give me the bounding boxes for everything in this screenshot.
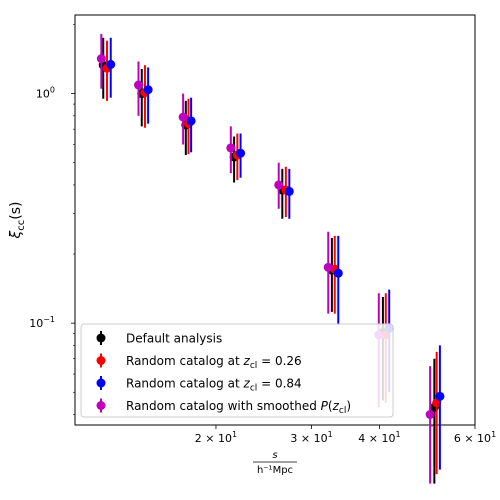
x-tick-base: 6 × 10 <box>454 432 491 445</box>
x-tick-exponent: 1 <box>395 430 400 439</box>
y-axis-label: ξcc(s) <box>8 201 27 239</box>
data-point <box>143 85 153 95</box>
legend-label-part: cl <box>250 361 257 371</box>
x-tick-label: 3 × 101 <box>290 430 332 445</box>
data-point <box>435 391 445 401</box>
data-point <box>186 116 196 126</box>
data-point <box>323 262 333 272</box>
legend-label-part: = 0.26 <box>257 354 301 368</box>
y-axis-label-subscript: cc <box>16 220 27 231</box>
legend-label-part: cl <box>250 384 257 394</box>
legend-item: Random catalog at zcl = 0.84 <box>96 376 302 394</box>
x-axis-label-denominator: h⁻¹Mpc <box>257 465 293 476</box>
legend-label-part: z <box>243 377 251 391</box>
y-tick-base: 10 <box>29 317 43 330</box>
legend-marker <box>96 356 106 365</box>
legend-item: Random catalog at zcl = 0.26 <box>96 353 302 371</box>
legend-marker <box>96 333 106 343</box>
legend-label-part: ) <box>346 399 351 413</box>
legend-item: Default analysis <box>96 331 222 346</box>
x-tick-label: 2 × 101 <box>195 430 237 445</box>
x-tick-base: 4 × 10 <box>358 432 395 445</box>
y-axis-label-argument: (s) <box>8 201 24 219</box>
legend-item: Random catalog with smoothed P(zcl) <box>96 398 351 416</box>
legend-label-part: ( <box>328 399 333 413</box>
data-point <box>134 80 144 90</box>
y-tick-base: 10 <box>36 88 50 101</box>
legend-label-part: cl <box>339 406 346 416</box>
x-tick-base: 3 × 10 <box>290 432 327 445</box>
legend-label-part: Default analysis <box>126 332 222 346</box>
data-point <box>425 409 435 419</box>
y-tick-exponent: 0 <box>50 86 55 95</box>
x-tick-exponent: 1 <box>232 430 237 439</box>
data-point <box>274 180 284 190</box>
legend-label-part: Random catalog at <box>126 377 244 391</box>
legend-label-part: = 0.84 <box>257 377 301 391</box>
x-axis-label-numerator: s <box>272 450 277 461</box>
data-point <box>106 59 116 69</box>
legend-label-part: Random catalog at <box>126 354 244 368</box>
data-point <box>96 54 106 64</box>
data-point <box>236 148 246 158</box>
data-point <box>178 112 188 122</box>
x-tick-exponent: 1 <box>491 430 496 439</box>
legend-label-part: P <box>321 399 329 413</box>
data-point <box>333 268 343 278</box>
legend-label: Default analysis <box>126 332 222 346</box>
data-point <box>284 186 294 196</box>
y-tick-label: 10−1 <box>29 315 55 330</box>
legend-marker <box>96 378 106 388</box>
y-axis-label-symbol: ξ <box>8 231 24 240</box>
legend-label: Random catalog with smoothed P(zcl) <box>126 399 351 416</box>
legend-label-part: z <box>332 399 340 413</box>
legend-box <box>80 323 394 418</box>
legend-marker <box>96 401 106 410</box>
legend-label-part: Random catalog with smoothed <box>126 399 321 413</box>
x-tick-exponent: 1 <box>328 430 333 439</box>
x-tick-label: 6 × 101 <box>454 430 496 445</box>
x-tick-base: 2 × 10 <box>195 432 232 445</box>
legend-label: Random catalog at zcl = 0.26 <box>126 354 302 371</box>
legend-label: Random catalog at zcl = 0.84 <box>126 377 302 394</box>
x-tick-label: 4 × 101 <box>358 430 400 445</box>
data-point <box>226 143 236 153</box>
y-tick-label: 100 <box>36 86 55 101</box>
legend-label-part: z <box>243 354 251 368</box>
y-tick-exponent: −1 <box>43 315 55 324</box>
